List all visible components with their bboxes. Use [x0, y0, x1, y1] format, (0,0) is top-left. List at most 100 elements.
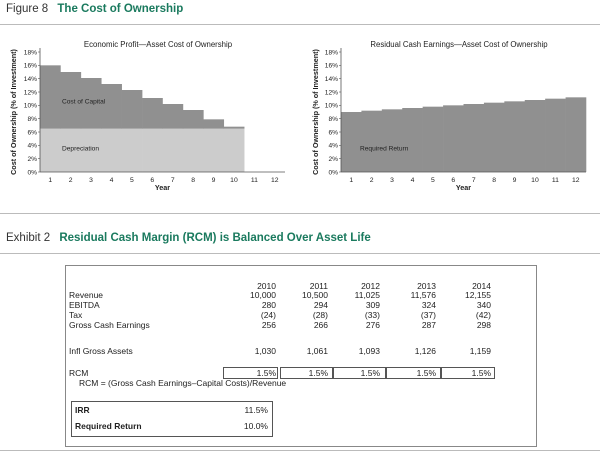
right-x-tick-label: 1 [349, 177, 353, 184]
right-bar-required-return-8 [483, 102, 505, 172]
right-x-tick-label: 12 [572, 177, 580, 184]
table-cell: (33) [364, 310, 380, 320]
left-y-tick-label: 6% [27, 129, 37, 136]
table-cell: (42) [475, 310, 491, 320]
table-column-header: 2014 [472, 281, 491, 291]
rcm-value-box [280, 367, 334, 379]
summary-value: 10.0% [243, 421, 268, 431]
right-bar-required-return-7 [463, 104, 485, 172]
right-bar-required-return-10 [524, 100, 546, 172]
left-x-tick-label: 4 [110, 177, 114, 184]
table-cell: 1.5% [256, 368, 276, 378]
left-bar-cost-of-capital-2 [60, 72, 82, 129]
table-cell: 276 [365, 320, 380, 330]
table-cell: 294 [313, 300, 328, 310]
left-x-tick-label: 11 [251, 177, 258, 184]
left-bar-cost-of-capital-1 [40, 65, 61, 129]
table-cell: 1.5% [360, 368, 380, 378]
irr-summary-box [71, 401, 273, 437]
left-bar-cost-of-capital-7 [162, 104, 184, 129]
right-x-tick-label: 2 [370, 177, 374, 184]
left-y-tick-label: 4% [27, 143, 37, 150]
right-chart-title: Residual Cash Earnings—Asset Cost of Own… [370, 40, 548, 49]
left-y-tick-label: 12% [24, 89, 37, 96]
left-annotation: Depreciation [62, 146, 99, 153]
table-row-label: Revenue [69, 290, 104, 300]
right-x-tick-label: 6 [451, 177, 455, 184]
left-y-tick-label: 8% [27, 116, 37, 123]
table-cell: 298 [476, 320, 491, 330]
table-column-header: 2010 [257, 281, 276, 291]
right-y-tick-label: 18% [325, 49, 338, 56]
summary-value: 11.5% [244, 405, 268, 415]
right-x-tick-label: 10 [531, 177, 539, 184]
exhibit-bottom-rule [0, 450, 600, 451]
left-chart-title: Economic Profit—Asset Cost of Ownership [84, 40, 233, 49]
right-bar-required-return-3 [381, 109, 403, 172]
left-x-tick-label: 3 [89, 177, 93, 184]
left-x-tick-label: 8 [191, 177, 195, 184]
right-y-tick-label: 2% [328, 156, 338, 163]
summary-label: IRR [75, 405, 90, 415]
right-x-tick-label: 4 [411, 177, 415, 184]
table-cell: 324 [421, 300, 436, 310]
right-y-tick-label: 6% [328, 129, 338, 136]
left-x-tick-label: 2 [69, 177, 73, 184]
left-bar-cost-of-capital-5 [121, 90, 143, 129]
right-x-tick-label: 8 [492, 177, 496, 184]
right-x-tick-label: 11 [552, 177, 559, 184]
economic-profit-chart: Economic Profit—Asset Cost of Ownership 0… [9, 40, 285, 192]
table-cell: 1,030 [254, 346, 276, 356]
right-x-tick-label: 3 [390, 177, 394, 184]
figure-header: Figure 8 The Cost of Ownership [6, 3, 183, 15]
table-cell: 10,500 [302, 290, 328, 300]
right-y-tick-label: 8% [328, 116, 338, 123]
table-column-header: 2012 [361, 281, 380, 291]
rcm-value-box [332, 367, 387, 379]
exhibit-number: Exhibit 2 [6, 232, 51, 244]
table-row-label: Infl Gross Assets [69, 346, 133, 356]
left-bar-depreciation-9 [203, 128, 225, 172]
left-bar-depreciation-4 [101, 128, 122, 172]
table-cell: 1,093 [358, 346, 380, 356]
left-bar-depreciation-10 [223, 128, 245, 172]
right-x-tick-label: 7 [472, 177, 476, 184]
right-x-tick-label: 9 [513, 177, 517, 184]
left-bar-cost-of-capital-9 [203, 119, 225, 129]
left-x-tick-label: 12 [271, 177, 279, 184]
table-cell: 1.5% [471, 368, 491, 378]
table-cell: 266 [313, 320, 328, 330]
table-cell: 1.5% [308, 368, 328, 378]
rcm-value-box [385, 367, 442, 379]
table-row-label: RCM [69, 368, 89, 378]
right-bar-required-return-1 [341, 112, 362, 172]
right-annotation: Required Return [360, 146, 409, 153]
residual-cash-earnings-chart: Residual Cash Earnings—Asset Cost of Own… [311, 40, 587, 192]
right-y-tick-label: 16% [325, 63, 338, 70]
table-cell: 1,159 [469, 346, 491, 356]
rcm-table: 2010 2011 2012 2013 2014 Revenue 10,000 10,500 1… [65, 265, 537, 447]
left-bar-cost-of-capital-3 [80, 78, 102, 129]
left-x-tick-label: 10 [230, 177, 238, 184]
table-column-header: 2011 [309, 281, 328, 291]
left-x-tick-label: 9 [212, 177, 216, 184]
left-bar-cost-of-capital-10 [223, 126, 245, 129]
left-bar-cost-of-capital-4 [101, 84, 122, 129]
left-y-tick-label: 10% [24, 103, 37, 110]
summary-label: Required Return [75, 421, 142, 431]
table-cell: 1,061 [306, 346, 328, 356]
left-y-tick-label: 2% [27, 156, 37, 163]
left-bar-depreciation-5 [121, 128, 143, 172]
left-y-tick-label: 16% [24, 63, 37, 70]
table-cell: 1.5% [416, 368, 436, 378]
rcm-value-box [440, 367, 495, 379]
left-bar-depreciation-2 [60, 128, 82, 172]
left-bar-depreciation-1 [40, 128, 61, 172]
left-x-tick-label: 5 [130, 177, 134, 184]
left-x-tick-label: 7 [171, 177, 175, 184]
table-column-header: 2013 [417, 281, 436, 291]
right-bar-required-return-12 [565, 97, 587, 172]
table-cell: 1,126 [414, 346, 436, 356]
left-bar-cost-of-capital-8 [182, 110, 204, 129]
table-cell: 340 [476, 300, 491, 310]
